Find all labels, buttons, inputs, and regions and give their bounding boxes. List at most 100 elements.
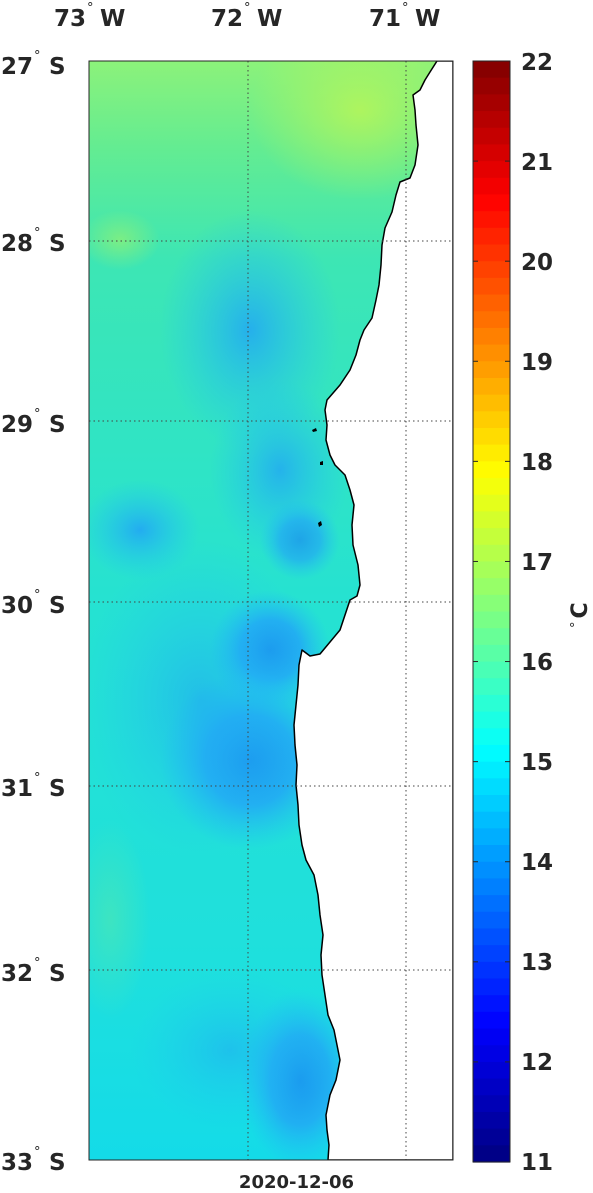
lon-label-hemisphere: W xyxy=(415,6,441,32)
lon-label-73w: 73 ° W xyxy=(54,2,126,32)
colorbar-cell xyxy=(473,1145,510,1163)
colorbar-tick-19: 19 xyxy=(521,350,554,376)
colorbar-cell xyxy=(473,694,510,713)
colorbar-cell xyxy=(473,294,510,312)
colorbar-cell xyxy=(473,428,510,446)
lat-label-value: 28 xyxy=(1,231,34,257)
lat-label-hemisphere: S xyxy=(49,54,66,80)
map-date-label: 2020-12-06 xyxy=(238,1172,355,1193)
degree-symbol: ° xyxy=(34,956,41,971)
lat-label-hemisphere: S xyxy=(49,1150,66,1176)
colorbar-tick-14: 14 xyxy=(521,850,554,876)
lon-label-value: 71 xyxy=(369,6,402,32)
colorbar-cell xyxy=(473,861,510,880)
colorbar-frame xyxy=(472,60,511,1163)
colorbar-tick-13: 13 xyxy=(521,950,554,976)
colorbar-cell xyxy=(473,344,510,362)
colorbar-tick-18: 18 xyxy=(521,450,554,476)
colorbar-tick-22: 22 xyxy=(521,50,554,76)
colorbar-cell xyxy=(473,661,510,679)
lat-label-28s: 28 ° S xyxy=(1,227,66,257)
colorbar-tick-15: 15 xyxy=(521,750,554,776)
colorbar-cell xyxy=(473,628,510,646)
colorbar-cell xyxy=(473,578,510,596)
colorbar-cell xyxy=(473,327,510,346)
lat-label-hemisphere: S xyxy=(49,961,66,987)
colorbar-tick-16: 16 xyxy=(521,650,554,676)
colorbar-cell xyxy=(473,811,510,829)
lat-label-33s: 33 ° S xyxy=(1,1146,66,1176)
colorbar-cell xyxy=(473,444,510,462)
degree-symbol: ° xyxy=(244,1,251,16)
colorbar-cell xyxy=(473,227,510,246)
colorbar-cell xyxy=(473,1095,510,1113)
lat-label-29s: 29 ° S xyxy=(1,408,66,438)
colorbar-cell xyxy=(473,311,510,329)
lon-label-value: 72 xyxy=(211,6,244,32)
lat-label-hemisphere: S xyxy=(49,776,66,802)
colorbar-cell xyxy=(473,394,510,412)
colorbar-cell xyxy=(473,761,510,779)
colorbar-cell xyxy=(473,611,510,629)
colorbar-cell xyxy=(473,978,510,996)
map-frame xyxy=(88,60,454,1161)
lat-label-hemisphere: S xyxy=(49,412,66,438)
lon-label-hemisphere: W xyxy=(100,6,126,32)
colorbar-cell xyxy=(473,945,510,963)
colorbar-cell xyxy=(473,561,510,579)
colorbar-cell xyxy=(473,795,510,813)
land-mask xyxy=(293,61,453,1160)
colorbar-cell xyxy=(473,1045,510,1063)
colorbar-tick-20: 20 xyxy=(521,250,554,276)
sst-field xyxy=(89,61,453,1160)
unit-degree-symbol: ° xyxy=(569,621,584,629)
colorbar-cell xyxy=(473,511,510,529)
lat-label-32s: 32 ° S xyxy=(1,957,66,987)
lat-label-value: 31 xyxy=(1,776,34,802)
unit-letter: C xyxy=(568,602,593,619)
degree-symbol: ° xyxy=(87,1,94,16)
colorbar-cell xyxy=(473,1128,510,1146)
lon-label-72w: 72 ° W xyxy=(211,2,282,32)
colorbar-cell xyxy=(473,1111,510,1130)
colorbar-cell xyxy=(473,778,510,796)
colorbar-cell xyxy=(473,77,510,95)
degree-symbol: ° xyxy=(34,407,41,422)
colorbar-tick-21: 21 xyxy=(521,150,554,176)
colorbar-cell xyxy=(473,828,510,846)
colorbar-cell xyxy=(473,94,510,112)
colorbar-cell xyxy=(473,1028,510,1046)
colorbar-tick-17: 17 xyxy=(521,550,554,576)
colorbar-cell xyxy=(473,1061,510,1080)
colorbar-cell xyxy=(473,528,510,546)
lon-label-value: 73 xyxy=(54,6,87,32)
colorbar-cell xyxy=(473,377,510,396)
colorbar-cell xyxy=(473,711,510,729)
colorbar-cell xyxy=(473,928,510,946)
degree-symbol: ° xyxy=(34,226,41,241)
degree-symbol: ° xyxy=(402,1,409,16)
colorbar-cell xyxy=(473,177,510,196)
colorbar-cell xyxy=(473,144,510,162)
colorbar-cell xyxy=(473,845,510,863)
colorbar-cell xyxy=(473,728,510,746)
colorbar-cell xyxy=(473,194,510,212)
colorbar-tick-11: 11 xyxy=(521,1150,554,1176)
colorbar xyxy=(473,61,510,1163)
degree-symbol: ° xyxy=(34,588,41,603)
colorbar-cell xyxy=(473,244,510,262)
colorbar-cell xyxy=(473,1011,510,1030)
colorbar-cell xyxy=(473,361,510,379)
colorbar-cell xyxy=(473,127,510,146)
lat-label-value: 30 xyxy=(1,593,34,619)
lat-label-value: 27 xyxy=(1,54,34,80)
colorbar-cell xyxy=(473,61,510,79)
lat-label-30s: 30 ° S xyxy=(1,589,66,619)
lat-label-hemisphere: S xyxy=(49,231,66,257)
colorbar-cell xyxy=(473,161,510,179)
colorbar-cell xyxy=(473,277,510,296)
colorbar-cell xyxy=(473,878,510,896)
degree-symbol: ° xyxy=(34,771,41,786)
colorbar-cell xyxy=(473,478,510,496)
